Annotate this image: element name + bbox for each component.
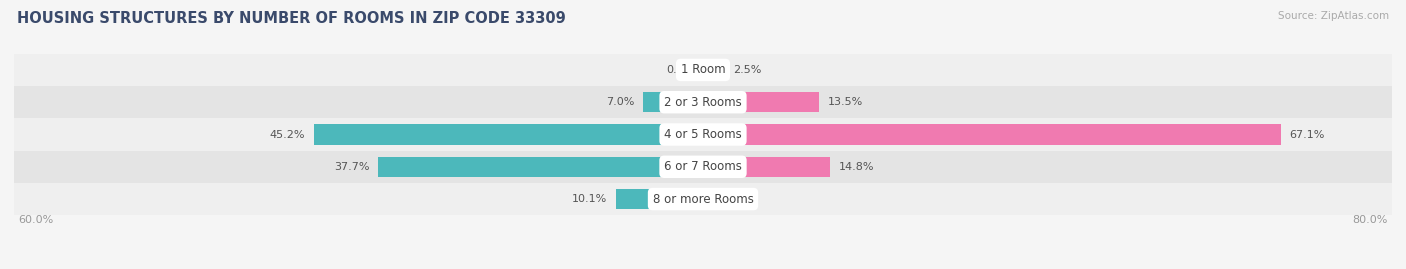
Bar <box>14 183 1392 215</box>
Bar <box>378 157 703 177</box>
Text: 2.5%: 2.5% <box>733 65 762 75</box>
Bar <box>14 118 1392 151</box>
Bar <box>14 151 1392 183</box>
Bar <box>703 189 721 209</box>
Text: 67.1%: 67.1% <box>1289 129 1324 140</box>
Text: HOUSING STRUCTURES BY NUMBER OF ROOMS IN ZIP CODE 33309: HOUSING STRUCTURES BY NUMBER OF ROOMS IN… <box>17 11 565 26</box>
Text: 37.7%: 37.7% <box>335 162 370 172</box>
Text: 80.0%: 80.0% <box>1353 215 1388 225</box>
Bar <box>643 92 703 112</box>
Bar <box>703 60 724 80</box>
Text: 14.8%: 14.8% <box>839 162 875 172</box>
Text: 2.1%: 2.1% <box>730 194 758 204</box>
Text: 0.0%: 0.0% <box>666 65 695 75</box>
Bar <box>14 54 1392 86</box>
Bar <box>14 86 1392 118</box>
Bar <box>314 125 703 144</box>
Bar <box>703 92 820 112</box>
Text: 6 or 7 Rooms: 6 or 7 Rooms <box>664 160 742 173</box>
Text: 60.0%: 60.0% <box>18 215 53 225</box>
Text: 10.1%: 10.1% <box>572 194 607 204</box>
Bar <box>703 157 831 177</box>
Text: 8 or more Rooms: 8 or more Rooms <box>652 193 754 206</box>
Text: 13.5%: 13.5% <box>828 97 863 107</box>
Bar <box>703 125 1281 144</box>
Bar <box>616 189 703 209</box>
Text: 2 or 3 Rooms: 2 or 3 Rooms <box>664 96 742 109</box>
Text: 7.0%: 7.0% <box>606 97 634 107</box>
Text: 4 or 5 Rooms: 4 or 5 Rooms <box>664 128 742 141</box>
Text: Source: ZipAtlas.com: Source: ZipAtlas.com <box>1278 11 1389 21</box>
Text: 45.2%: 45.2% <box>270 129 305 140</box>
Text: 1 Room: 1 Room <box>681 63 725 76</box>
